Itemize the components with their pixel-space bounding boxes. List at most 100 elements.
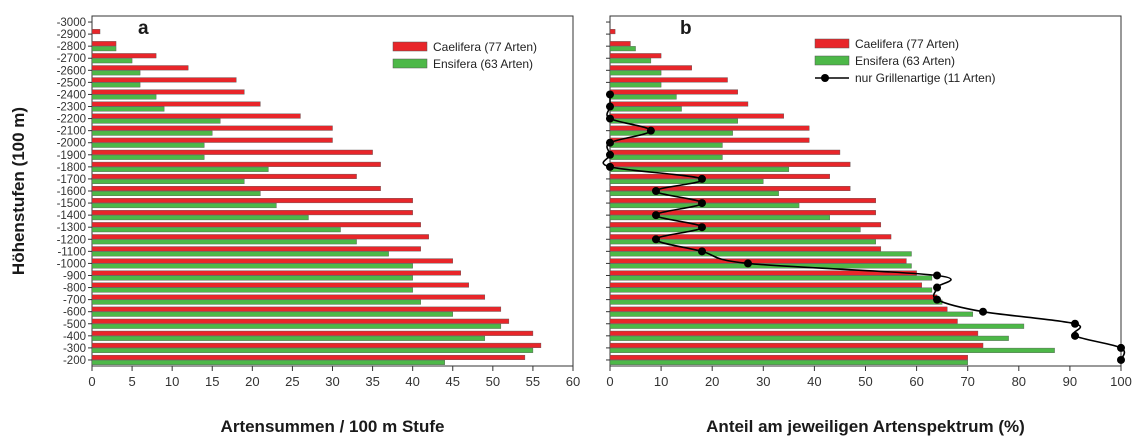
bar-caelifera--2900 — [91, 29, 101, 35]
legend-swatch — [814, 38, 850, 49]
bar-caelifera--2800 — [91, 41, 117, 47]
bar-caelifera--600 — [609, 306, 948, 312]
point-grillenartige — [933, 271, 942, 280]
bar-caelifera--2300 — [91, 101, 261, 107]
x-tick-label: 70 — [960, 374, 974, 389]
bar-caelifera--1000 — [609, 258, 907, 264]
bar-caelifera--800 — [609, 282, 922, 288]
point-grillenartige — [606, 138, 614, 147]
y-tick-label: -2700 — [57, 53, 86, 65]
panel-a: a-200-300-400-500-600-700-800-900-1000-1… — [9, 15, 580, 436]
y-tick-label: -1300 — [57, 222, 86, 234]
y-tick-label: -2600 — [57, 65, 86, 77]
legend-entry: Caelifera (77 Arten) — [855, 37, 959, 51]
bar-ensifera--400 — [609, 335, 1009, 341]
bar-ensifera--700 — [91, 299, 421, 305]
bar-caelifera--2400 — [91, 89, 245, 95]
bar-caelifera--200 — [609, 354, 968, 360]
bar-ensifera--2400 — [609, 94, 677, 100]
bar-ensifera--1100 — [609, 251, 912, 257]
bar-ensifera--1400 — [91, 215, 309, 221]
x-tick-label: 25 — [285, 374, 299, 389]
bar-caelifera--1100 — [609, 246, 882, 252]
bar-ensifera--900 — [609, 275, 933, 281]
legend: Caelifera (77 Arten) Ensifera (63 Arten) n… — [814, 37, 996, 85]
point-grillenartige — [606, 150, 614, 159]
x-tick-label: 100 — [1110, 374, 1132, 389]
point-grillenartige — [1071, 331, 1080, 340]
bar-ensifera--1400 — [609, 215, 830, 221]
bar-ensifera--2000 — [609, 142, 723, 148]
y-axis-title: Höhenstufen (100 m) — [9, 107, 28, 275]
point-grillenartige — [697, 247, 706, 256]
y-tick-label: -2500 — [57, 77, 86, 89]
x-tick-label: 20 — [705, 374, 719, 389]
legend-swatch — [392, 41, 428, 52]
bar-ensifera--300 — [609, 347, 1055, 353]
bar-ensifera--1700 — [609, 178, 764, 184]
y-tick-label: -800 — [63, 283, 86, 295]
legend-swatch — [392, 58, 428, 69]
y-tick-label: -2100 — [57, 126, 86, 138]
bar-caelifera--500 — [609, 318, 958, 324]
bar-caelifera--1400 — [91, 210, 413, 216]
bar-ensifera--2800 — [609, 46, 636, 52]
bar-ensifera--2600 — [91, 70, 141, 76]
bar-caelifera--400 — [91, 330, 534, 336]
bar-caelifera--1300 — [91, 222, 421, 228]
x-tick-label: 35 — [365, 374, 379, 389]
bar-ensifera--2800 — [91, 46, 117, 52]
bar-caelifera--1800 — [609, 161, 851, 167]
point-grillenartige — [606, 90, 614, 99]
x-tick-label: 15 — [205, 374, 219, 389]
bar-caelifera--2600 — [609, 65, 692, 71]
bar-ensifera--300 — [91, 347, 534, 353]
bar-ensifera--1300 — [609, 227, 861, 233]
point-grillenartige — [606, 162, 614, 171]
legend-entry: nur Grillenartige (11 Arten) — [855, 71, 996, 85]
bar-caelifera--2100 — [609, 125, 810, 131]
x-tick-label: 10 — [165, 374, 179, 389]
y-tick-label: -1500 — [57, 198, 86, 210]
x-tick-label: 40 — [405, 374, 419, 389]
panel-letter: b — [680, 18, 692, 39]
bar-ensifera--200 — [609, 359, 968, 365]
bar-ensifera--2200 — [609, 118, 738, 124]
x-tick-label: 50 — [486, 374, 500, 389]
bar-ensifera--600 — [91, 311, 453, 317]
bar-ensifera--1700 — [91, 178, 245, 184]
bar-caelifera--1300 — [609, 222, 882, 228]
bar-ensifera--700 — [609, 299, 943, 305]
bar-ensifera--900 — [91, 275, 413, 281]
bar-caelifera--1700 — [91, 173, 357, 179]
bar-caelifera--300 — [609, 342, 984, 348]
bar-caelifera--1400 — [609, 210, 876, 216]
bar-caelifera--1500 — [91, 198, 413, 204]
y-tick-label: -1000 — [57, 258, 86, 270]
x-tick-label: 0 — [606, 374, 613, 389]
legend-entry: Caelifera (77 Arten) — [433, 40, 537, 54]
x-tick-label: 80 — [1012, 374, 1026, 389]
bar-ensifera--1000 — [91, 263, 413, 269]
x-tick-label: 10 — [654, 374, 668, 389]
y-tick-label: -1400 — [57, 210, 86, 222]
point-grillenartige — [1071, 319, 1080, 328]
y-tick-label: -2200 — [57, 114, 86, 126]
y-tick-label: -2400 — [57, 89, 86, 101]
y-tick-label: -600 — [63, 307, 86, 319]
legend: Caelifera (77 Arten) Ensifera (63 Arten) — [392, 40, 537, 71]
point-grillenartige — [697, 174, 706, 183]
bar-ensifera--1800 — [91, 166, 269, 172]
bar-caelifera--2500 — [609, 77, 728, 83]
bar-caelifera--600 — [91, 306, 502, 312]
bar-ensifera--2700 — [609, 58, 652, 64]
bar-ensifera--1200 — [91, 239, 357, 245]
bar-ensifera--2700 — [91, 58, 133, 64]
point-grillenartige — [651, 187, 660, 195]
bar-caelifera--2200 — [91, 113, 301, 119]
y-tick-label: -500 — [63, 319, 86, 331]
bar-caelifera--1000 — [91, 258, 453, 264]
x-tick-label: 60 — [909, 374, 923, 389]
bar-caelifera--2300 — [609, 101, 749, 107]
bar-caelifera--1600 — [609, 185, 851, 191]
